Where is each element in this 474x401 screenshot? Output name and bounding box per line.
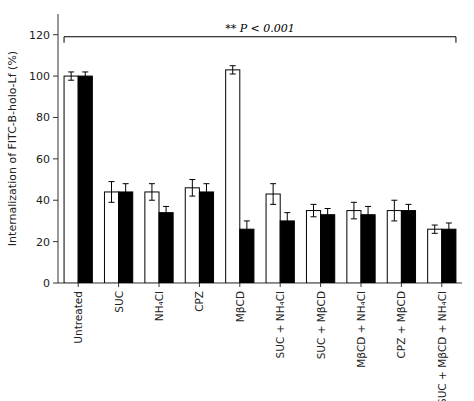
error-bar	[325, 209, 331, 221]
bar	[428, 229, 442, 283]
error-bar	[432, 225, 438, 233]
error-bar	[365, 206, 371, 223]
error-bars	[68, 66, 438, 234]
y-tick-label: 80	[36, 111, 50, 124]
error-bar	[446, 223, 452, 235]
y-tick	[53, 158, 58, 159]
x-tick-label: MβCD	[234, 291, 246, 322]
error-bar	[82, 72, 88, 80]
error-bar	[391, 200, 397, 221]
x-tick	[78, 283, 79, 287]
bar	[280, 221, 294, 283]
error-bar	[123, 184, 129, 201]
x-tick	[361, 283, 362, 287]
y-tick	[53, 117, 58, 118]
x-tick	[199, 283, 200, 287]
x-tick-label: SUC + NH₄Cl	[274, 291, 286, 358]
y-tick-label: 100	[29, 70, 50, 83]
x-tick	[401, 283, 402, 287]
x-tick-label: NH₄Cl	[153, 291, 165, 321]
x-tick-label: CPZ	[193, 291, 205, 312]
significance-bracket	[64, 37, 456, 43]
y-tick	[53, 76, 58, 77]
error-bar	[311, 204, 317, 216]
bar	[321, 215, 335, 283]
error-bar	[203, 184, 209, 201]
bar	[387, 211, 401, 283]
bar	[104, 192, 118, 283]
error-bar	[230, 66, 236, 74]
x-tick-label: SUC	[113, 291, 125, 313]
x-tick-label: SUC + MβCD	[315, 291, 327, 359]
error-bar	[149, 184, 155, 201]
error-bar	[270, 184, 276, 205]
y-tick-label: 60	[36, 153, 50, 166]
x-tick-label: Untreated	[72, 291, 84, 344]
plot-area	[64, 66, 456, 283]
error-bar	[405, 204, 411, 216]
bar	[64, 76, 78, 283]
significance-text: ** P < 0.001	[225, 22, 295, 35]
x-tick-label: MβCD + NH₄Cl	[355, 291, 367, 368]
bar	[306, 211, 320, 283]
x-tick	[441, 283, 442, 287]
bar	[361, 215, 375, 283]
y-tick	[53, 200, 58, 201]
bar-series	[78, 76, 456, 283]
chart-container: 0 20 40 60 80 100 120 Internalization of FITC-B…	[0, 0, 474, 401]
bar	[78, 76, 92, 283]
y-tick	[53, 34, 58, 35]
bar	[119, 192, 133, 283]
error-bar	[109, 182, 115, 203]
x-tick-label: SUC + MβCD + NH₄Cl	[436, 291, 448, 401]
y-axis: 0 20 40 60 80 100 120	[29, 14, 462, 290]
x-tick	[239, 283, 240, 287]
error-bar	[189, 180, 195, 197]
error-bar	[284, 213, 290, 230]
bar	[347, 211, 361, 283]
y-axis-label: Internalization of FITC-B-holo-Lf (%)	[6, 51, 19, 246]
y-tick-label: 40	[36, 194, 50, 207]
bar	[401, 211, 415, 283]
error-bar	[163, 206, 169, 218]
bar	[442, 229, 456, 283]
x-tick	[159, 283, 160, 287]
y-tick	[53, 283, 58, 284]
bar	[145, 192, 159, 283]
error-bar	[244, 221, 250, 238]
y-tick	[53, 241, 58, 242]
bar	[266, 194, 280, 283]
bar	[159, 213, 173, 283]
y-tick-label: 120	[29, 29, 50, 42]
x-tick-label: CPZ + MβCD	[395, 291, 407, 359]
error-bar	[351, 202, 357, 219]
bar-series	[64, 70, 442, 283]
y-axis-line	[58, 14, 59, 283]
x-tick	[118, 283, 119, 287]
chart-svg: 0 20 40 60 80 100 120 Internalization of FITC-B…	[0, 0, 474, 401]
bar	[226, 70, 240, 283]
y-tick-label: 0	[43, 277, 50, 290]
x-tick	[280, 283, 281, 287]
y-tick-label: 20	[36, 236, 50, 249]
x-tick	[320, 283, 321, 287]
x-axis: Untreated SUC NH₄Cl CPZ MβCD SUC + NH₄Cl SUC +…	[72, 283, 448, 401]
bar	[199, 192, 213, 283]
bar	[185, 188, 199, 283]
error-bars	[82, 72, 452, 238]
error-bar	[68, 72, 74, 80]
